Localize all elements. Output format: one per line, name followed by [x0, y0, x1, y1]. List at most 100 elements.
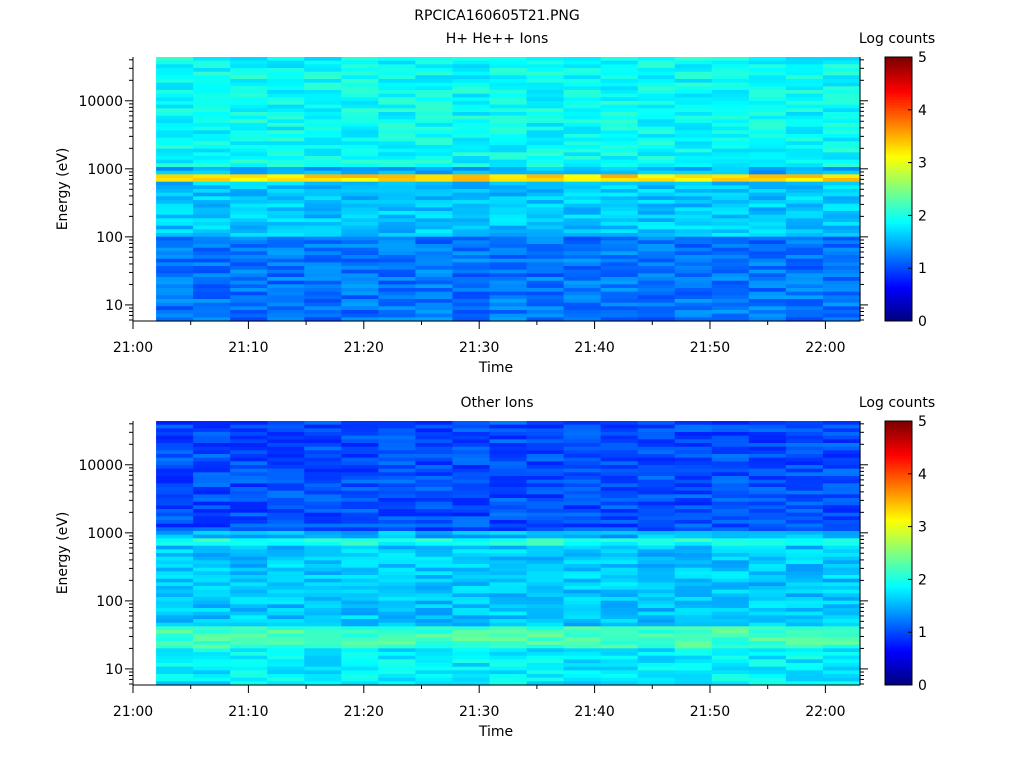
heatmap-cell — [526, 82, 565, 87]
heatmap-cell — [822, 597, 861, 602]
heatmap-cell — [452, 75, 491, 80]
heatmap-cell — [489, 101, 528, 106]
heatmap-cell — [674, 626, 713, 631]
heatmap-cell — [711, 247, 750, 252]
heatmap-cell — [822, 233, 861, 238]
heatmap-cell — [415, 134, 454, 139]
colorbar-segment — [885, 299, 912, 304]
heatmap-cell — [452, 97, 491, 102]
heatmap-cell — [711, 130, 750, 135]
heatmap-cell — [304, 637, 342, 642]
colorbar-segment — [885, 167, 912, 172]
heatmap-cell — [341, 207, 379, 212]
heatmap-cell — [563, 313, 602, 318]
heatmap-cell — [452, 564, 491, 569]
heatmap-cell — [230, 104, 268, 109]
heatmap-cell — [563, 531, 602, 536]
heatmap-cell — [822, 509, 861, 514]
heatmap-cell — [156, 659, 194, 664]
heatmap-cell — [304, 461, 342, 466]
heatmap-cell — [156, 112, 194, 117]
heatmap-cell — [341, 310, 379, 315]
heatmap-cell — [785, 266, 824, 271]
heatmap-cell — [711, 295, 750, 300]
heatmap-cell — [193, 258, 231, 263]
heatmap-cell — [637, 262, 676, 267]
heatmap-cell — [526, 247, 565, 252]
heatmap-cell — [341, 677, 379, 682]
heatmap-cell — [230, 152, 268, 157]
heatmap-cell — [193, 578, 231, 583]
heatmap-cell — [748, 450, 787, 455]
heatmap-cell — [489, 542, 528, 547]
heatmap-cell — [637, 674, 676, 679]
heatmap-cell — [230, 604, 268, 609]
heatmap-cell — [193, 523, 231, 528]
heatmap-cell — [563, 549, 602, 554]
heatmap-cell — [230, 244, 268, 249]
heatmap-cell — [674, 571, 713, 576]
heatmap-cell — [637, 516, 676, 521]
heatmap-cell — [600, 115, 639, 120]
heatmap-cell — [674, 71, 713, 76]
heatmap-cell — [230, 560, 268, 565]
heatmap-cell — [563, 586, 602, 591]
colorbar-segment — [885, 566, 912, 570]
colorbar-segment — [885, 516, 912, 520]
heatmap-cell — [822, 487, 861, 492]
heatmap-cell — [785, 586, 824, 591]
heatmap-cell — [230, 269, 268, 274]
heatmap-cell — [822, 203, 861, 208]
heatmap-cell — [193, 608, 231, 613]
heatmap-cell — [304, 608, 342, 613]
y-tick-label: 10000 — [78, 94, 123, 110]
heatmap-cell — [378, 564, 417, 569]
heatmap-cell — [822, 450, 861, 455]
heatmap-cell — [748, 512, 787, 517]
heatmap-cell — [563, 443, 602, 448]
heatmap-cell — [822, 115, 861, 120]
heatmap-cell — [822, 192, 861, 197]
heatmap-cell — [304, 86, 342, 91]
heatmap-cell — [674, 211, 713, 216]
heatmap-cell — [193, 633, 231, 638]
colorbar-segment — [885, 75, 912, 79]
colorbar-segment — [885, 112, 912, 116]
heatmap-cell — [193, 531, 231, 536]
heatmap-cell — [711, 424, 750, 429]
heatmap-cell — [415, 439, 454, 444]
heatmap-cell — [267, 291, 305, 296]
heatmap-cell — [600, 670, 639, 675]
heatmap-cell — [748, 288, 787, 293]
heatmap-cell — [304, 487, 342, 492]
heatmap-cell — [637, 178, 676, 183]
heatmap-cell — [711, 313, 750, 318]
heatmap-cell — [267, 174, 305, 179]
heatmap-cell — [489, 604, 528, 609]
heatmap-cell — [378, 465, 417, 470]
heatmap-cell — [304, 200, 342, 205]
heatmap-cell — [452, 670, 491, 675]
heatmap-cell — [193, 284, 231, 289]
heatmap-cell — [785, 299, 824, 304]
colorbar-segment — [885, 294, 912, 298]
heatmap-cell — [600, 487, 639, 492]
heatmap-cell — [711, 145, 750, 150]
heatmap-cell — [674, 505, 713, 510]
heatmap-cell — [748, 549, 787, 554]
colorbar-segment — [885, 608, 912, 612]
heatmap-cell — [526, 457, 565, 462]
heatmap-cell — [267, 108, 305, 113]
heatmap-cell — [785, 280, 824, 285]
heatmap-cell — [785, 663, 824, 668]
heatmap-cell — [378, 659, 417, 664]
heatmap-cell — [230, 494, 268, 499]
heatmap-cell — [415, 251, 454, 256]
heatmap-cell — [193, 112, 231, 117]
heatmap-cell — [267, 255, 305, 260]
heatmap-cell — [785, 421, 824, 426]
heatmap-cell — [378, 505, 417, 510]
heatmap-cell — [193, 472, 231, 477]
heatmap-cell — [489, 299, 528, 304]
heatmap-cell — [711, 207, 750, 212]
